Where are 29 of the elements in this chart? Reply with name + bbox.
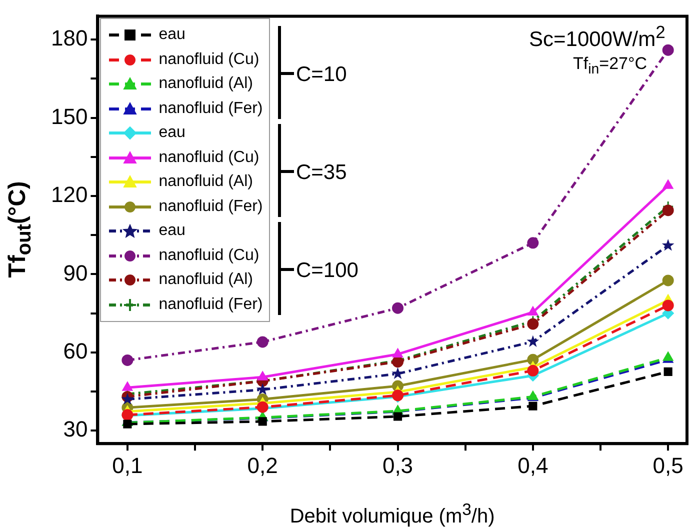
annotation: Sc=1000W/m$^{2}$	[529, 22, 666, 52]
x-tick-label: 0,5	[652, 452, 684, 478]
legend-label: nanofluid (Cu)	[158, 50, 260, 69]
y-tick-label: 180	[50, 26, 88, 51]
x-tick-label: 0,1	[112, 452, 143, 478]
x-tick-label: 0,3	[382, 452, 414, 478]
x-tick-label: 0,2	[247, 452, 278, 478]
legend-label: nanofluid (Fer)	[158, 198, 263, 216]
annotation: C=100	[296, 258, 358, 282]
x-tick-label: 0,4	[518, 452, 548, 478]
legend-label: nanofluid (Cu)	[158, 148, 260, 167]
legend-label: nanofluid (Al)	[158, 75, 253, 94]
annotation: C=10	[296, 62, 347, 86]
y-tick-label: 90	[63, 260, 88, 286]
y-tick-label: 60	[63, 338, 88, 364]
y-tick-label: 120	[50, 182, 88, 208]
legend-label: eau	[158, 26, 186, 44]
legend-label: nanofluid (Al)	[158, 271, 253, 290]
legend-label: nanofluid (Cu)	[158, 246, 260, 265]
legend-label: eau	[158, 124, 186, 142]
annotation: Tf$_{in}$=27°C	[573, 54, 648, 78]
legend-label: nanofluid (Fer)	[158, 100, 263, 118]
x-axis-title: Debit volumique (m$^{3}$/h)	[290, 500, 495, 529]
legend-label: nanofluid (Fer)	[158, 296, 263, 314]
y-tick-label: 30	[63, 416, 88, 442]
annotation: C=35	[296, 160, 347, 184]
y-tick-label: 150	[50, 104, 88, 129]
legend-label: nanofluid (Al)	[158, 173, 253, 192]
legend-label: eau	[158, 222, 186, 240]
